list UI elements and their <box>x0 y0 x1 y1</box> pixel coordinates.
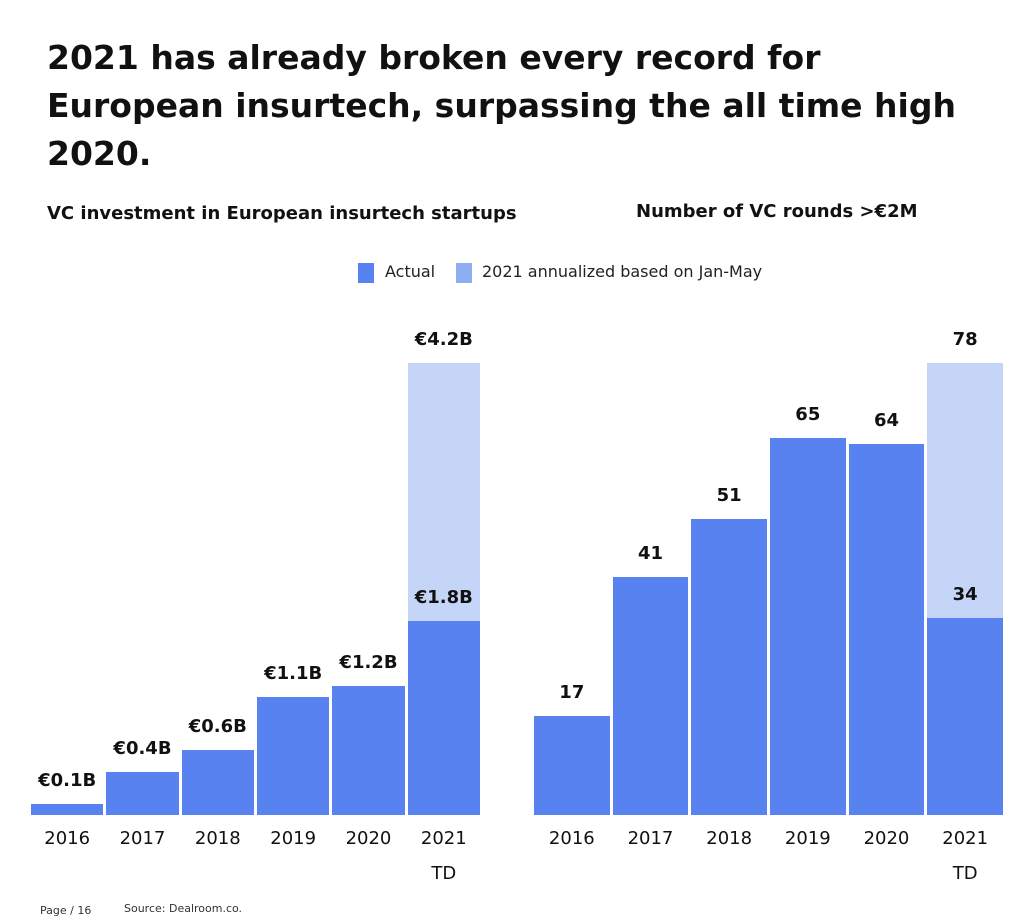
x-tick-label: 2018 <box>706 828 753 849</box>
bar <box>257 696 330 815</box>
bar <box>612 577 689 815</box>
legend-label: 2021 annualized based on Jan-May <box>482 262 763 281</box>
value-label: 65 <box>795 404 821 426</box>
bar <box>534 716 610 815</box>
x-tick-label: 2017 <box>627 828 674 849</box>
value-label: €0.1B <box>38 770 97 792</box>
value-label: 34 <box>952 583 978 605</box>
value-label: 78 <box>952 329 978 350</box>
legend-swatch <box>358 263 374 283</box>
x-tick-label: 2016 <box>548 828 595 849</box>
x-tick-label: 2019 <box>270 828 317 849</box>
chart-title: Number of VC rounds >€2M <box>636 201 918 222</box>
bar <box>770 438 846 815</box>
value-label: 51 <box>716 485 742 507</box>
x-tick-label: 2020 <box>345 828 392 849</box>
source: Source: Dealroom.co. <box>124 902 243 915</box>
value-label: 41 <box>637 543 664 565</box>
bar <box>848 444 925 815</box>
value-label: €0.4B <box>113 737 172 759</box>
x-tick-label: 2021 TD <box>420 828 467 884</box>
x-tick-label: 2018 <box>194 828 241 849</box>
x-tick-label: 2016 <box>44 828 91 849</box>
page-number: Page / 16 <box>40 904 92 917</box>
value-label: €0.6B <box>188 716 247 738</box>
value-label: €1.8B <box>414 587 473 609</box>
bar <box>181 750 254 815</box>
slide-title: 2021 has already broken every record for… <box>47 38 956 173</box>
bar <box>31 804 104 815</box>
value-label: €1.2B <box>339 651 398 673</box>
bar <box>332 685 405 815</box>
bar <box>106 771 179 815</box>
chart-title: VC investment in European insurtech star… <box>47 203 517 224</box>
bar <box>927 617 1003 815</box>
bar <box>407 621 480 815</box>
value-label: 64 <box>873 410 900 432</box>
value-label: €1.1B <box>264 662 323 684</box>
bar <box>691 519 767 815</box>
value-label: 17 <box>559 682 585 704</box>
x-tick-label: 2017 <box>119 828 166 849</box>
x-tick-label: 2021 TD <box>942 828 989 884</box>
legend-label: Actual <box>385 262 436 281</box>
legend-swatch <box>456 263 472 283</box>
value-label: €4.2B <box>414 329 473 350</box>
x-tick-label: 2020 <box>863 828 910 849</box>
x-tick-label: 2019 <box>784 828 831 849</box>
